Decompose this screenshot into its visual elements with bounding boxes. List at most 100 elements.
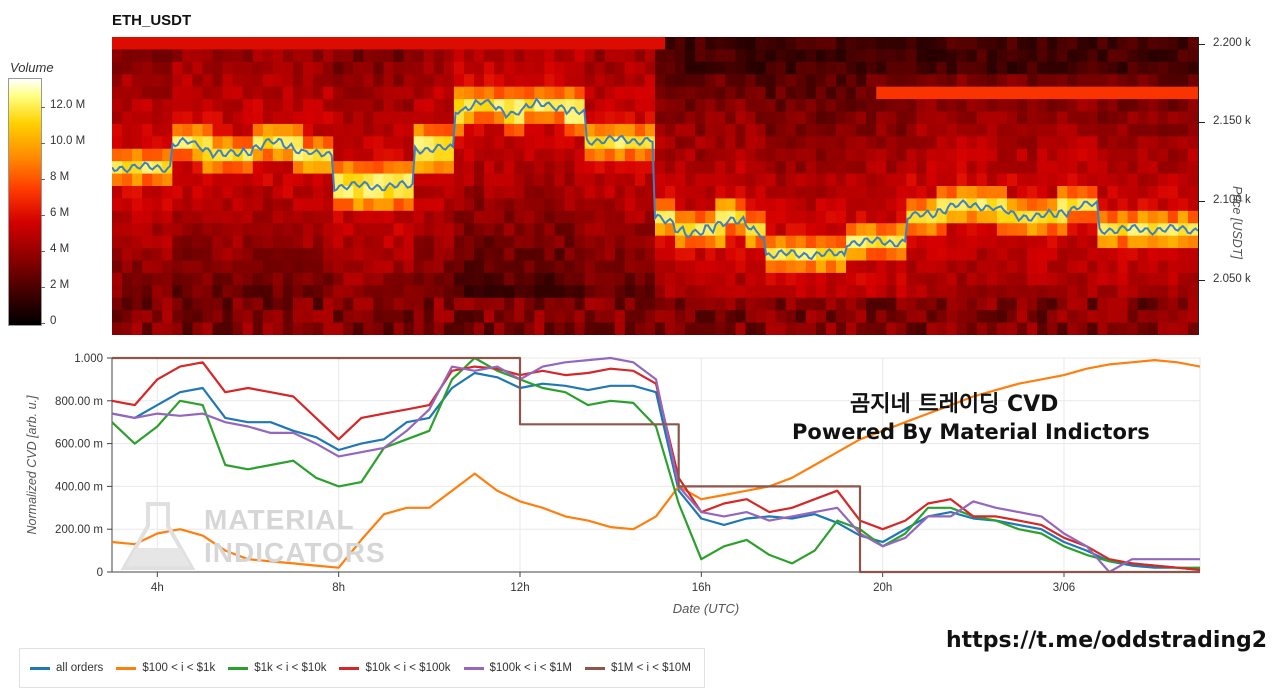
heatmap-cell xyxy=(655,260,666,274)
heatmap-cell xyxy=(996,297,1008,311)
heatmap-cell xyxy=(534,37,545,51)
heatmap-cell xyxy=(655,86,666,100)
heatmap-cell xyxy=(1187,285,1198,299)
heatmap-cell xyxy=(946,260,958,274)
heatmap-cell xyxy=(956,198,968,212)
heatmap-cell xyxy=(815,297,827,311)
heatmap-cell xyxy=(192,272,204,286)
heatmap-cell xyxy=(494,297,505,311)
legend-item[interactable]: $100k < i < $1M xyxy=(463,662,572,674)
heatmap-cell xyxy=(574,248,586,262)
heatmap-cell xyxy=(172,136,183,150)
heatmap-cell xyxy=(1047,111,1058,125)
heatmap-cell xyxy=(363,260,375,274)
heatmap-cell xyxy=(675,210,686,224)
heatmap-cell xyxy=(785,186,797,200)
heatmap-cell xyxy=(423,310,435,324)
price-tick-label: 2.050 k xyxy=(1213,273,1251,285)
heatmap-cell xyxy=(906,86,918,100)
heatmap-cell xyxy=(293,86,304,100)
heatmap-cell xyxy=(755,210,767,224)
heatmap-cell xyxy=(1087,86,1099,100)
heatmap-cell xyxy=(1006,186,1018,200)
legend-item[interactable]: $1M < i < $10M xyxy=(585,662,691,674)
legend-item[interactable]: $100 < i < $1k xyxy=(116,662,215,674)
heatmap-cell xyxy=(695,210,706,224)
heatmap-cell xyxy=(815,198,827,212)
heatmap-cell xyxy=(775,297,787,311)
heatmap-cell xyxy=(474,173,485,187)
heatmap-cell xyxy=(825,136,837,150)
heatmap-cell xyxy=(413,37,425,51)
heatmap-cell xyxy=(906,198,918,212)
heatmap-cell xyxy=(876,148,887,162)
heatmap-cell xyxy=(1097,260,1109,274)
heatmap-cell xyxy=(936,310,948,324)
heatmap-cell xyxy=(323,136,334,150)
x-tick-label: 3/06 xyxy=(1053,582,1075,594)
heatmap-cell xyxy=(795,74,807,88)
heatmap-cell xyxy=(262,99,274,113)
heatmap-cell xyxy=(755,248,767,262)
heatmap-cell xyxy=(353,74,364,88)
heatmap-cell xyxy=(172,210,183,224)
heatmap-cell xyxy=(494,37,505,51)
heatmap-cell xyxy=(755,223,767,237)
heatmap-cell xyxy=(413,248,425,262)
heatmap-cell xyxy=(564,148,576,162)
heatmap-cell xyxy=(1157,272,1169,286)
heatmap-cell xyxy=(1177,186,1189,200)
heatmap-cell xyxy=(916,297,928,311)
heatmap-cell xyxy=(463,99,475,113)
heatmap-cell xyxy=(363,223,375,237)
heatmap-cell xyxy=(1187,99,1198,113)
legend-item[interactable]: $10k < i < $100k xyxy=(339,662,451,674)
heatmap-cell xyxy=(574,198,586,212)
heatmap-cell xyxy=(604,148,616,162)
heatmap-cell xyxy=(122,86,133,100)
heatmap-cell xyxy=(675,198,686,212)
heatmap-cell xyxy=(373,210,385,224)
heatmap-cell xyxy=(564,161,576,175)
heatmap-cell xyxy=(1017,161,1028,175)
heatmap-cell xyxy=(715,248,726,262)
heatmap-cell xyxy=(152,210,163,224)
heatmap-cell xyxy=(1157,61,1169,75)
heatmap-cell xyxy=(192,49,204,63)
heatmap-cell xyxy=(1097,61,1109,75)
legend-item[interactable]: all orders xyxy=(30,662,103,674)
heatmap-cell xyxy=(1067,37,1078,51)
heatmap-cell xyxy=(272,49,284,63)
heatmap-cell xyxy=(494,61,505,75)
legend-item[interactable]: $1k < i < $10k xyxy=(228,662,326,674)
heatmap-cell xyxy=(1187,272,1198,286)
heatmap-cell xyxy=(1177,272,1189,286)
heatmap-cell xyxy=(313,322,324,335)
heatmap-cell xyxy=(272,136,284,150)
heatmap-cell xyxy=(846,111,857,125)
legend-label: $100k < i < $1M xyxy=(489,662,572,674)
heatmap-cell xyxy=(313,272,324,286)
heatmap-cell xyxy=(1057,49,1068,63)
heatmap-cell xyxy=(725,111,737,125)
heatmap-cell xyxy=(795,297,807,311)
heatmap-cell xyxy=(715,74,726,88)
heatmap-cell xyxy=(534,86,545,100)
heatmap-cell xyxy=(1107,297,1119,311)
heatmap-cell xyxy=(443,74,455,88)
heatmap-cell xyxy=(554,210,566,224)
heatmap-cell xyxy=(413,74,425,88)
heatmap-cell xyxy=(413,99,425,113)
heatmap-cell xyxy=(293,235,304,249)
heatmap-cell xyxy=(644,210,656,224)
heatmap-cell xyxy=(222,161,234,175)
heatmap-cell xyxy=(403,198,415,212)
heatmap-cell xyxy=(453,198,465,212)
heatmap-cell xyxy=(514,297,525,311)
heatmap-cell xyxy=(725,322,737,335)
heatmap-cell xyxy=(202,148,214,162)
heatmap-cell xyxy=(162,37,173,51)
legend-swatch xyxy=(463,666,484,670)
heatmap-cell xyxy=(624,260,636,274)
heatmap-cell xyxy=(544,74,556,88)
